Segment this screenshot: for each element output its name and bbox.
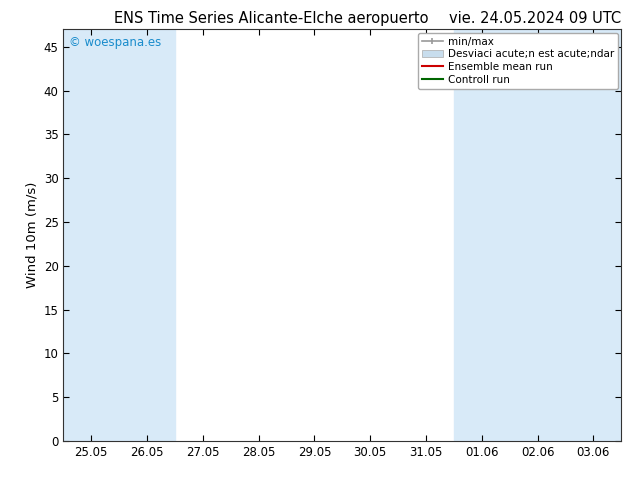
Bar xyxy=(454,29,566,441)
Text: vie. 24.05.2024 09 UTC: vie. 24.05.2024 09 UTC xyxy=(450,11,621,26)
Y-axis label: Wind 10m (m/s): Wind 10m (m/s) xyxy=(25,182,38,289)
Text: ENS Time Series Alicante-Elche aeropuerto: ENS Time Series Alicante-Elche aeropuert… xyxy=(114,11,429,26)
Text: © woespana.es: © woespana.es xyxy=(69,36,161,49)
Bar xyxy=(63,29,175,441)
Legend: min/max, Desviaci acute;n est acute;ndar, Ensemble mean run, Controll run: min/max, Desviaci acute;n est acute;ndar… xyxy=(418,32,618,89)
Bar xyxy=(566,29,621,441)
